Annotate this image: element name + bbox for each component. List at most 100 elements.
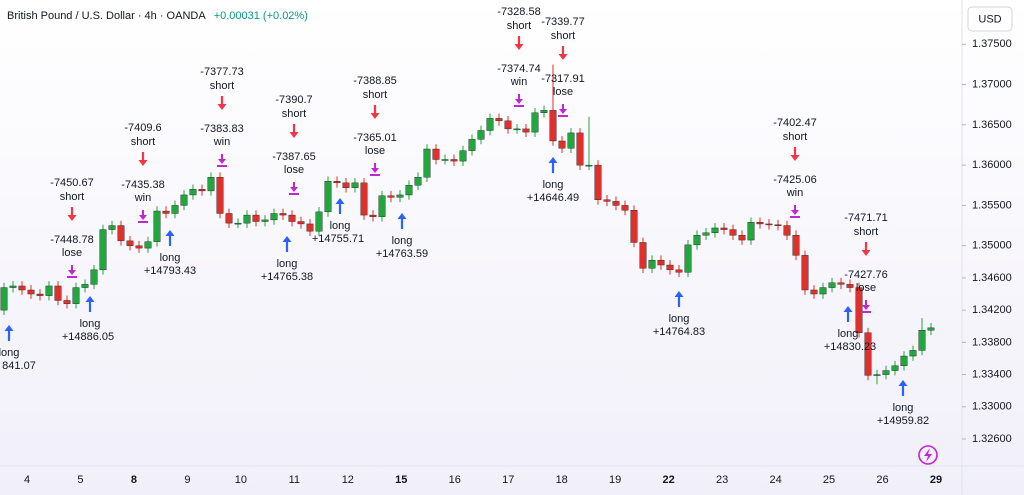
- signal-side: short: [282, 108, 306, 120]
- y-tick-label: 1.34200: [972, 304, 1012, 316]
- candle-body: [180, 194, 188, 206]
- candle-body: [873, 374, 881, 376]
- entry-result: +14763.59: [376, 248, 428, 260]
- candle-body: [423, 148, 431, 178]
- entry-action: long: [543, 179, 564, 191]
- exit-outcome: lose: [284, 164, 304, 176]
- x-tick-label: 26: [876, 474, 888, 486]
- entry-action: long: [0, 347, 19, 359]
- candle-body: [198, 189, 206, 192]
- entry-action: long: [893, 402, 914, 414]
- x-tick-label: 9: [184, 474, 190, 486]
- candle-body: [477, 130, 485, 140]
- exit-marker-head: [791, 210, 799, 215]
- candle-body: [288, 214, 296, 222]
- candle-body: [234, 222, 242, 225]
- signal-side: short: [783, 131, 807, 143]
- exit-marker-head: [559, 109, 567, 114]
- y-tick-label: 1.36500: [972, 119, 1012, 131]
- currency-box[interactable]: [967, 6, 1013, 32]
- exit-marker-head: [515, 99, 523, 104]
- candle-body: [0, 287, 8, 311]
- short-arrow-head: [861, 250, 871, 256]
- candle-body: [216, 177, 224, 214]
- candle-body: [612, 201, 620, 206]
- signal-price: -7339.77: [541, 16, 584, 28]
- long-arrow-head: [548, 157, 558, 163]
- exit-outcome: win: [134, 192, 152, 204]
- signal-side: short: [551, 30, 575, 42]
- candle-body: [864, 332, 872, 376]
- y-tick-label: 1.35500: [972, 199, 1012, 211]
- exit-price: -7317.91: [541, 73, 584, 85]
- candle-body: [909, 350, 917, 357]
- candle-body: [648, 259, 656, 269]
- x-tick-label: 8: [131, 474, 137, 486]
- candle-body: [747, 222, 755, 241]
- candle-body: [297, 221, 305, 225]
- y-tick-label: 1.36000: [972, 159, 1012, 171]
- candle-body: [531, 112, 539, 133]
- candle-body: [360, 182, 368, 216]
- candle-body: [270, 213, 278, 221]
- long-arrow-head: [282, 236, 292, 242]
- y-tick-label: 1.33000: [972, 401, 1012, 413]
- candle-body: [504, 120, 512, 130]
- candle-body: [495, 118, 503, 122]
- candle-body: [162, 210, 170, 214]
- candle-body: [378, 195, 386, 217]
- candle-body: [396, 194, 404, 198]
- exit-price: -7387.65: [272, 151, 315, 163]
- candle-body: [342, 182, 350, 188]
- candle-body: [630, 210, 638, 243]
- candle-body: [684, 244, 692, 273]
- candle-body: [315, 211, 323, 232]
- signal-price: -7450.67: [50, 177, 93, 189]
- exit-outcome: win: [510, 76, 528, 88]
- candle-body: [711, 227, 719, 233]
- short-arrow-head: [790, 155, 800, 161]
- candle-body: [441, 159, 449, 161]
- candle-body: [153, 210, 161, 242]
- candle-body: [549, 110, 557, 142]
- replay-icon[interactable]: [918, 445, 938, 465]
- long-arrow-head: [898, 380, 908, 386]
- candle-body: [99, 229, 107, 271]
- entry-action: long: [838, 328, 859, 340]
- exit-marker-head: [218, 159, 226, 164]
- candle-body: [828, 282, 836, 288]
- long-signal: long+14755.71: [312, 198, 364, 245]
- candle-body: [225, 213, 233, 224]
- signal-price: -7402.47: [773, 117, 816, 129]
- candle-body: [846, 284, 854, 288]
- candle-body: [756, 222, 764, 225]
- exit-outcome: lose: [856, 282, 876, 294]
- candle-body: [126, 240, 134, 246]
- candle-body: [45, 285, 53, 296]
- long-signal: long+14646.49: [527, 157, 579, 204]
- y-tick-label: 1.34600: [972, 272, 1012, 284]
- candle-body: [63, 300, 71, 304]
- candle-body: [486, 118, 494, 131]
- signal-side: short: [60, 191, 84, 203]
- candle-body: [810, 289, 818, 295]
- long-signal: long+14959.82: [877, 380, 929, 427]
- signal-price: -7388.85: [353, 75, 396, 87]
- exit-price: -7448.78: [50, 234, 93, 246]
- short-arrow-head: [514, 44, 524, 50]
- candle-body: [540, 110, 548, 113]
- exit-price: -7383.83: [200, 123, 243, 135]
- candle-body: [9, 285, 17, 288]
- candle-body: [72, 287, 80, 304]
- candle-body: [279, 213, 287, 216]
- candle-body: [702, 232, 710, 236]
- candle-body: [261, 219, 269, 222]
- candle-body: [693, 235, 701, 246]
- candle-body: [459, 150, 467, 162]
